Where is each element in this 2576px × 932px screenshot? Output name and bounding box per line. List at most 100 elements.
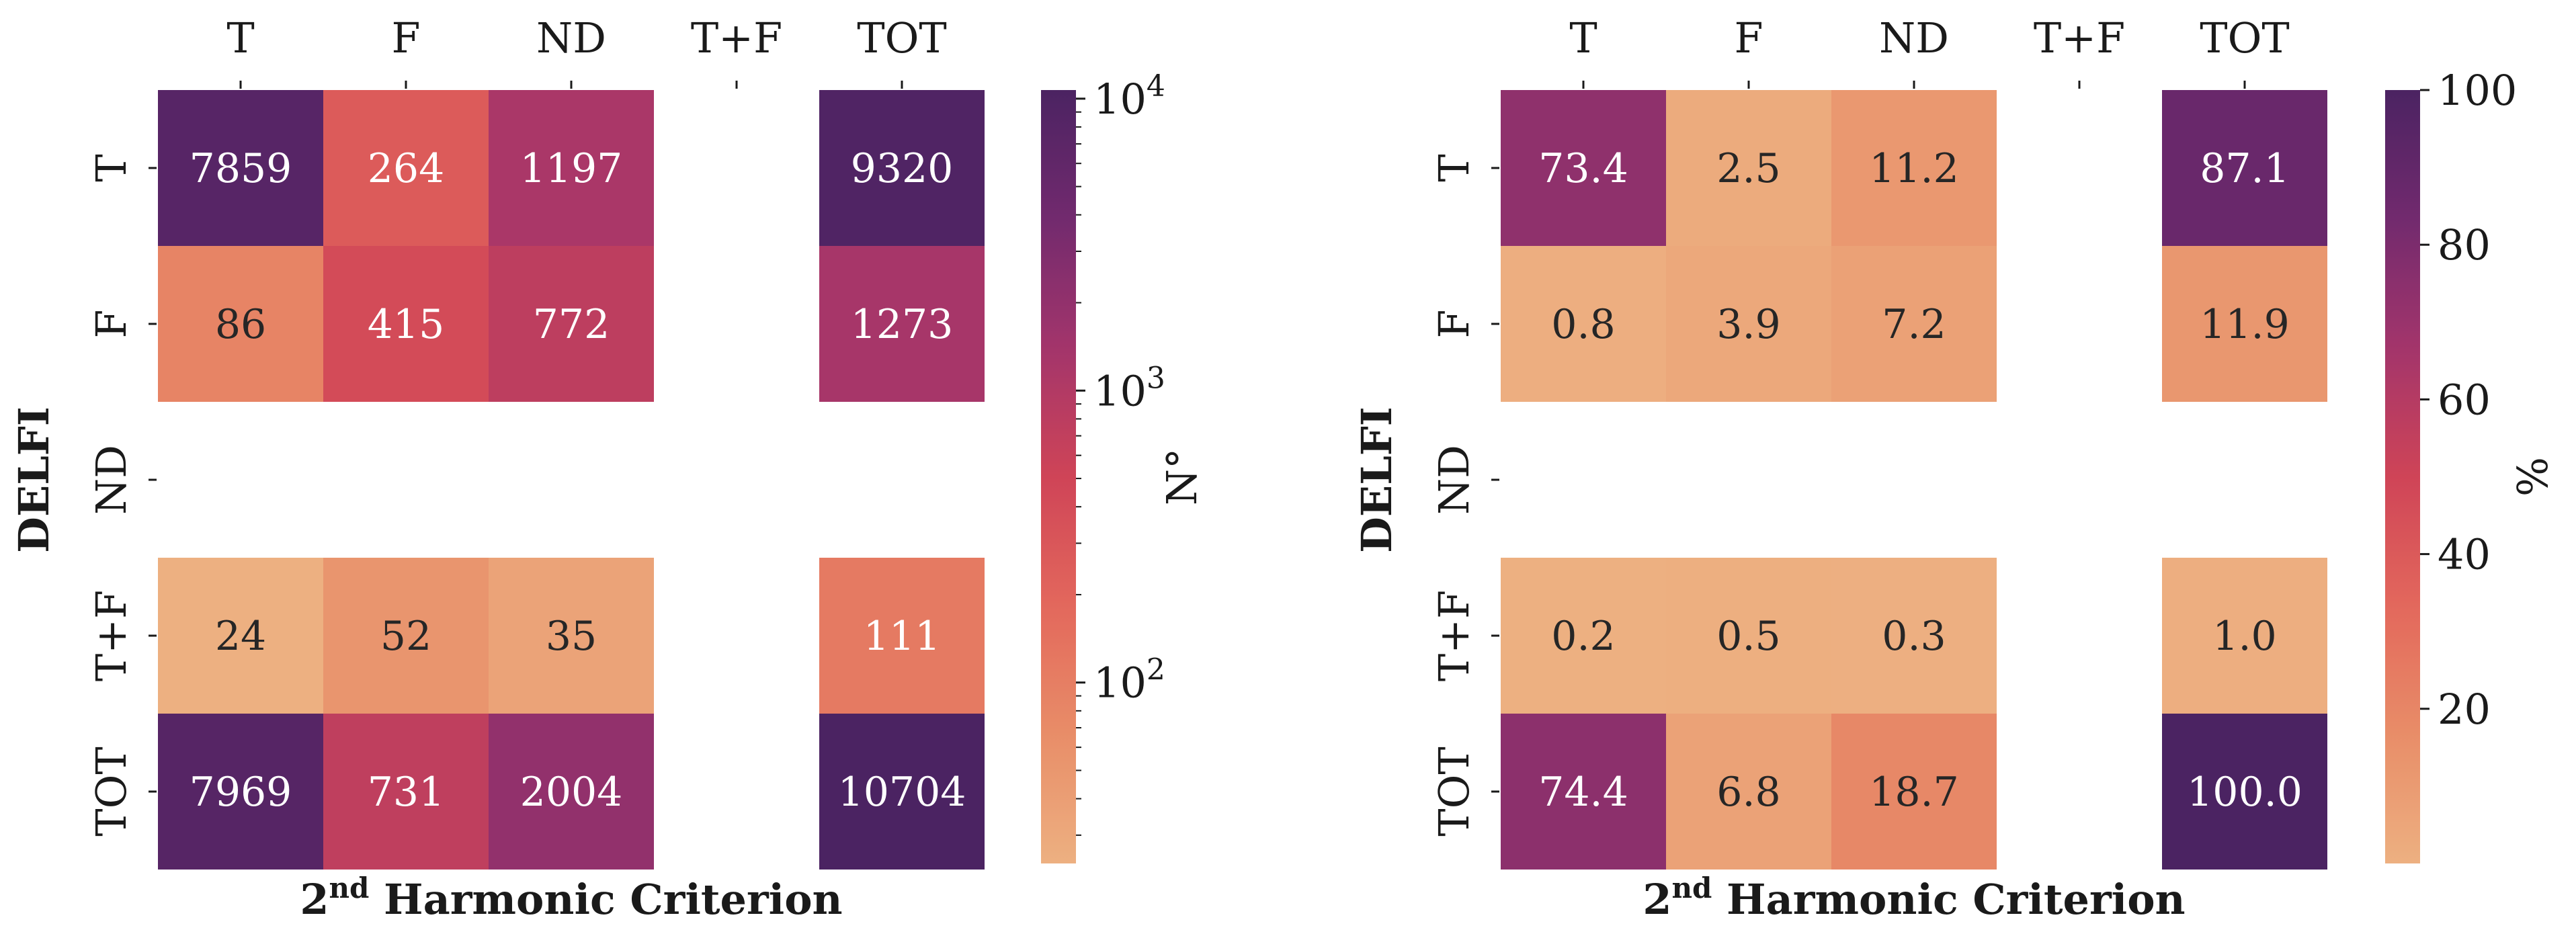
colorbar-tick-base: 10 [1093, 75, 1147, 124]
row-tick-label-nd: ND [87, 445, 136, 515]
row-tick-label-t: T [87, 154, 136, 181]
cell-value-label: 24 [215, 613, 266, 660]
cell-value-label: 772 [533, 301, 610, 348]
cell-tot-tot [819, 714, 985, 870]
row-tick-label-tot: TOT [87, 747, 136, 837]
cell-value-label: 11.2 [1869, 145, 1959, 192]
x-axis-title-base: 2 [300, 875, 329, 924]
colorbar-tick-label: 103 [1093, 361, 1165, 415]
cell-value-label: 6.8 [1716, 769, 1780, 816]
cell-value-label: 1197 [520, 145, 623, 192]
cell-f-f [1666, 246, 1831, 402]
colorbar-tick-label: 104 [1093, 69, 1165, 124]
colorbar-tick-label: 20 [2438, 685, 2491, 734]
cell-value-label: 7.2 [1882, 301, 1946, 348]
cell-value-label: 1.0 [2212, 613, 2276, 660]
colorbar-tick-label: 100 [2438, 66, 2517, 115]
colorbar-tick-exp: 3 [1147, 361, 1165, 395]
x-axis-title-sup: nd [329, 872, 370, 904]
cell-value-label: 264 [368, 145, 445, 192]
row-tick-label-tplusf: T+F [87, 590, 136, 681]
cell-tot-t [1501, 714, 1666, 870]
cell-value-label: 35 [546, 613, 597, 660]
x-axis-title-sup: nd [1672, 872, 1712, 904]
colorbar-tick-exp: 4 [1147, 69, 1165, 103]
col-tick-label-f: F [391, 13, 420, 62]
cell-f-t [1501, 246, 1666, 402]
heatmap-panel-percent: 73.4 2.5 11.2 87.1 0.8 3.9 7.2 11.9 0.2 0.5 0.3 1.0… [1352, 13, 2557, 924]
x-axis-title: 2nd Harmonic Criterion [300, 872, 842, 924]
colorbar-tick-label: 60 [2438, 375, 2491, 424]
colorbar-label: N° [1157, 448, 1206, 505]
colorbar-tick-label: 40 [2438, 530, 2491, 579]
col-tick-label-t: T [1569, 13, 1597, 62]
cell-value-label: 1273 [851, 301, 954, 348]
colorbar-tick-base: 10 [1093, 659, 1147, 708]
x-axis-title-base: 2 [1643, 875, 1671, 924]
cell-value-label: 52 [380, 613, 431, 660]
cell-value-label: 86 [215, 301, 266, 348]
cell-value-label: 7969 [190, 769, 292, 816]
cell-tot-t [158, 714, 323, 870]
cell-tot-nd [1831, 714, 1997, 870]
cell-value-label: 18.7 [1869, 769, 1959, 816]
cell-f-tot [819, 246, 985, 402]
cell-value-label: 3.9 [1716, 301, 1780, 348]
cell-tplusf-tot [819, 558, 985, 714]
y-axis-title: DELFI [9, 407, 58, 553]
col-tick-label-tot: TOT [857, 13, 947, 62]
cell-value-label: 731 [368, 769, 445, 816]
cell-value-label: 0.5 [1716, 613, 1780, 660]
colorbar-tick-exp: 2 [1147, 653, 1165, 687]
cell-value-label: 2004 [520, 769, 623, 816]
colorbar-tick-base: 10 [1093, 366, 1147, 415]
col-tick-label-nd: ND [536, 13, 606, 62]
row-tick-label-tplusf: T+F [1429, 590, 1479, 681]
row-tick-label-tot: TOT [1429, 747, 1479, 837]
cell-tplusf-tot [2162, 558, 2327, 714]
col-tick-label-nd: ND [1879, 13, 1949, 62]
col-tick-label-t: T [226, 13, 254, 62]
cell-t-t [1501, 90, 1666, 246]
cell-tplusf-f [1666, 558, 1831, 714]
row-tick-label-t: T [1429, 154, 1479, 181]
cell-tot-tot [2162, 714, 2327, 870]
cell-tot-nd [489, 714, 654, 870]
cell-f-t [158, 246, 323, 402]
cell-tplusf-t [158, 558, 323, 714]
cell-f-f [323, 246, 489, 402]
cell-t-nd [1831, 90, 1997, 246]
col-tick-label-f: F [1734, 13, 1763, 62]
cell-f-nd [489, 246, 654, 402]
row-tick-label-f: F [1429, 309, 1479, 338]
row-tick-label-f: F [87, 309, 136, 338]
cell-t-f [1666, 90, 1831, 246]
colorbar-tick-label: 80 [2438, 220, 2491, 269]
cell-value-label: 11.9 [2200, 301, 2290, 348]
cell-value-label: 0.8 [1551, 301, 1615, 348]
cell-t-t [158, 90, 323, 246]
cell-value-label: 74.4 [1538, 769, 1628, 816]
colorbar [2385, 90, 2420, 863]
row-tick-label-nd: ND [1429, 445, 1479, 515]
cell-t-f [323, 90, 489, 246]
cell-value-label: 2.5 [1716, 145, 1780, 192]
cell-value-label: 415 [368, 301, 445, 348]
cell-value-label: 0.2 [1551, 613, 1615, 660]
colorbar-tick-label: 102 [1093, 653, 1165, 708]
cell-f-tot [2162, 246, 2327, 402]
cell-value-label: 87.1 [2200, 145, 2290, 192]
colorbar-label: % [2508, 457, 2557, 497]
cell-tot-f [1666, 714, 1831, 870]
cell-f-nd [1831, 246, 1997, 402]
x-axis-title-rest: Harmonic Criterion [1712, 875, 2185, 924]
cell-value-label: 73.4 [1538, 145, 1628, 192]
cell-value-label: 0.3 [1882, 613, 1946, 660]
cell-tplusf-nd [489, 558, 654, 714]
cell-value-label: 7859 [190, 145, 292, 192]
heatmap-cells: 73.4 2.5 11.2 87.1 0.8 3.9 7.2 11.9 0.2 0.5 0.3 1.0… [1501, 90, 2327, 870]
colorbar [1041, 90, 1076, 863]
heatmap-cells: 7859 264 1197 9320 86 415 772 1273 24 52 35 111 7969… [158, 90, 985, 870]
col-tick-label-tot: TOT [2200, 13, 2290, 62]
